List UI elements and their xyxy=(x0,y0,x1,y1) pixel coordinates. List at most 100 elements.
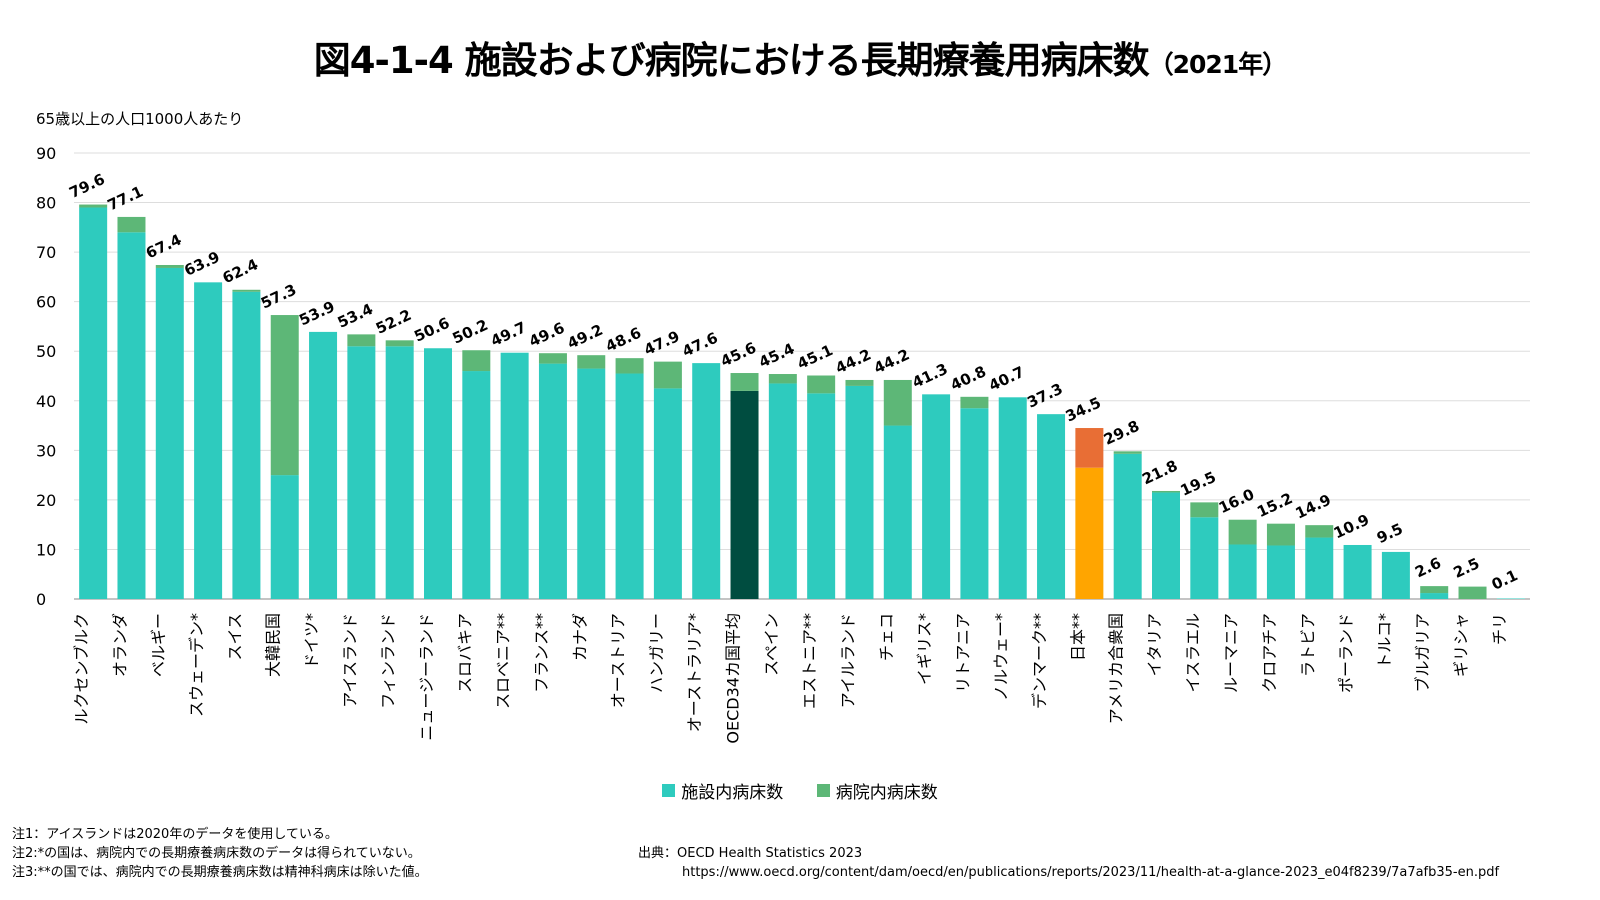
data-label: 52.2 xyxy=(373,306,414,338)
data-label: 47.6 xyxy=(680,329,721,361)
footnotes: 注1：アイスランドは2020年のデータを使用している。 注2:*の国は、病院内で… xyxy=(12,825,428,882)
y-tick-label: 60 xyxy=(36,293,56,312)
data-label: 50.6 xyxy=(411,314,452,346)
data-label: 53.9 xyxy=(296,297,337,329)
x-tick-label: ギリシャ xyxy=(1452,613,1471,677)
bar-hospital xyxy=(807,375,836,394)
bar-hospital xyxy=(79,204,108,208)
bar-hospital xyxy=(845,379,874,386)
bar-facility xyxy=(1266,545,1295,599)
y-tick-label: 70 xyxy=(36,243,56,262)
data-label: 45.1 xyxy=(794,341,835,373)
data-label: 77.1 xyxy=(105,182,146,214)
footnote: 注1：アイスランドは2020年のデータを使用している。 xyxy=(12,827,338,842)
data-label: 37.3 xyxy=(1024,380,1065,412)
bar-facility xyxy=(462,371,491,599)
x-tick-label: スペイン xyxy=(762,613,781,676)
x-tick-label: フランス** xyxy=(532,613,551,693)
y-axis-unit-label: 65歳以上の人口1000人あたり xyxy=(36,110,244,128)
x-tick-label: ルクセンブルク xyxy=(72,613,91,725)
footnote: 注3:**の国では、病院内での長期療養病床数は精神科病床は除いた値。 xyxy=(12,865,428,880)
bar-hospital xyxy=(462,350,491,372)
data-label: 53.4 xyxy=(335,300,376,332)
x-tick-label: 日本** xyxy=(1068,613,1087,661)
data-label: 47.9 xyxy=(641,327,682,359)
data-label: 41.3 xyxy=(909,360,950,392)
bar-hospital xyxy=(1305,525,1334,538)
bar-hospital xyxy=(577,355,606,369)
x-tick-label: スロバキア xyxy=(455,613,474,693)
bar-facility xyxy=(155,267,184,599)
bar-facility xyxy=(1075,467,1104,599)
data-label: 44.2 xyxy=(833,345,874,377)
y-tick-label: 80 xyxy=(36,194,56,213)
legend-label-hospital: 病院内病床数 xyxy=(835,783,938,803)
bar-hospital xyxy=(960,396,989,409)
x-tick-label: ポーランド xyxy=(1337,613,1356,693)
x-tick-label: オランダ xyxy=(110,613,129,677)
data-label: 9.5 xyxy=(1374,520,1406,548)
bar-hospital xyxy=(730,373,759,391)
bar-facility xyxy=(1420,593,1449,599)
data-label: 49.7 xyxy=(488,318,529,350)
data-label: 2.6 xyxy=(1412,554,1444,582)
bar-facility xyxy=(385,346,414,599)
x-tick-label: ノルウェー* xyxy=(992,613,1011,701)
bar-facility xyxy=(424,348,452,599)
bar-facility xyxy=(1381,551,1410,599)
x-tick-label: 大韓民国 xyxy=(264,613,283,677)
x-tick-label: ラトビア xyxy=(1298,613,1317,677)
x-tick-label: クロアチア xyxy=(1260,613,1279,693)
data-label: 79.6 xyxy=(66,170,107,202)
bar-hospital xyxy=(1458,586,1487,599)
chart-legend: 施設内病床数 病院内病床数 xyxy=(0,778,1600,803)
x-tick-label: チェコ xyxy=(877,613,896,661)
bar-hospital xyxy=(1152,490,1180,493)
x-tick-label: フィンランド xyxy=(379,613,398,709)
bar-hospital xyxy=(1266,523,1295,546)
data-label: 21.8 xyxy=(1139,456,1180,488)
data-label: 29.8 xyxy=(1101,417,1142,449)
bar-facility xyxy=(117,232,146,600)
x-tick-label: スロベニア** xyxy=(494,613,513,709)
bar-hospital xyxy=(155,264,184,268)
bar-facility xyxy=(1037,414,1066,599)
bar-facility xyxy=(1152,492,1180,599)
y-tick-label: 40 xyxy=(36,392,56,411)
data-label: 45.6 xyxy=(718,339,759,371)
bar-facility xyxy=(768,383,797,599)
bar-facility xyxy=(270,475,299,599)
footnote: 注2:*の国は、病院内での長期療養病床数のデータは得られていない。 xyxy=(12,846,421,861)
bar-hospital xyxy=(1228,519,1257,545)
bar-hospital xyxy=(1075,428,1104,468)
x-tick-label: ニュージーランド xyxy=(417,613,436,741)
data-label: 63.9 xyxy=(181,248,222,280)
y-tick-label: 20 xyxy=(36,491,56,510)
bar-hospital xyxy=(117,216,146,233)
bar-facility xyxy=(615,373,644,599)
data-label: 62.4 xyxy=(220,255,261,287)
bar-facility xyxy=(998,397,1027,599)
bar-hospital xyxy=(385,340,414,347)
bar-hospital xyxy=(538,353,567,364)
bar-facility xyxy=(309,331,338,599)
x-tick-label: ブルガリア xyxy=(1413,613,1432,693)
bar-hospital xyxy=(1420,586,1449,594)
y-tick-label: 10 xyxy=(36,540,56,559)
y-tick-label: 50 xyxy=(36,342,56,361)
x-tick-label: ハンガリー xyxy=(647,613,666,693)
data-label: 44.2 xyxy=(871,345,912,377)
bar-facility xyxy=(807,393,836,599)
y-tick-label: 0 xyxy=(36,590,46,609)
legend-swatch-hospital xyxy=(816,784,830,797)
x-tick-label: ルーマニア xyxy=(1222,613,1241,693)
data-label: 2.5 xyxy=(1451,554,1483,582)
bar-hospital xyxy=(768,374,797,384)
bar-hospital xyxy=(347,334,376,347)
bar-facility xyxy=(500,352,529,599)
data-label: 40.8 xyxy=(948,362,989,394)
bar-facility xyxy=(1343,544,1372,599)
data-label: 49.6 xyxy=(526,319,567,351)
x-tick-label: ドイツ* xyxy=(302,613,321,669)
